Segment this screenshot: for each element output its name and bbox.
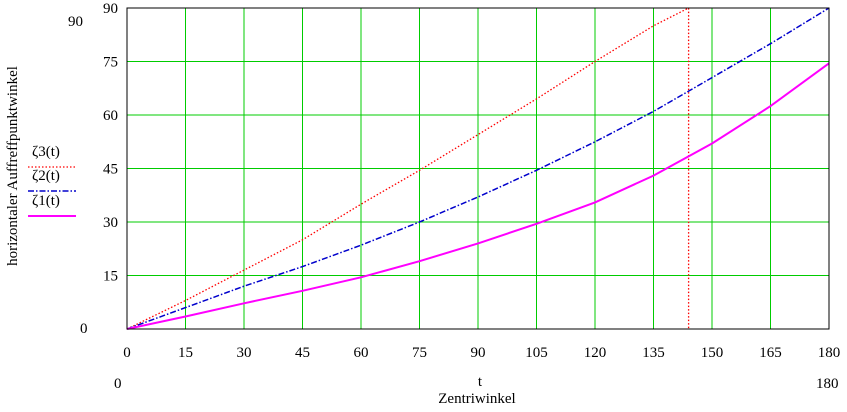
y-tick-label: 15 — [103, 269, 118, 285]
legend-label: ζ3(t) — [32, 144, 60, 160]
x-tick-label: 90 — [471, 345, 486, 361]
x-tick-label: 165 — [759, 345, 782, 361]
x-axis-title: Zentriwinkel — [438, 391, 515, 407]
y-axis-title: horizontaler Auffreffpunktwinkel — [5, 66, 21, 266]
y-tick-label: 90 — [103, 1, 118, 17]
x-tick-label: 60 — [354, 345, 369, 361]
x-tick-label: 105 — [525, 345, 548, 361]
series-line-2 — [126, 62, 830, 330]
series-layer — [126, 6, 830, 330]
x-range-min-label: 0 — [114, 376, 122, 392]
y-tick-label: 45 — [103, 162, 118, 178]
x-tick-label: 180 — [818, 345, 841, 361]
y-tick-label: 30 — [103, 215, 118, 231]
x-tick-label: 135 — [642, 345, 665, 361]
plot-frame — [126, 7, 830, 330]
legend-label: ζ2(t) — [32, 168, 60, 184]
x-tick-label: 45 — [295, 345, 310, 361]
x-tick-label: 150 — [701, 345, 724, 361]
x-tick-label: 120 — [584, 345, 607, 361]
tick-labels: 0 15 30 45 60 75 90 105 120 135 150 165 180 15 30 45 60 7… — [103, 1, 840, 361]
y-range-max-label: 90 — [68, 14, 83, 30]
axis-labels: 90 0 0 180 t Zentriwinkel horizontaler A… — [5, 14, 839, 407]
series-line-0 — [126, 6, 690, 330]
x-tick-label: 75 — [412, 345, 427, 361]
y-range-min-label: 0 — [80, 321, 88, 337]
legend-label: ζ1(t) — [32, 193, 60, 209]
grid — [126, 7, 830, 329]
x-range-max-label: 180 — [816, 376, 839, 392]
x-tick-label: 0 — [123, 345, 131, 361]
y-tick-label: 60 — [103, 108, 118, 124]
x-tick-label: 30 — [237, 345, 252, 361]
legend: ζ3(t) ζ2(t) ζ1(t) — [28, 144, 76, 217]
x-tick-label: 15 — [178, 345, 193, 361]
series-line-1 — [126, 7, 830, 330]
x-variable-label: t — [478, 374, 483, 390]
y-tick-label: 75 — [103, 55, 118, 71]
